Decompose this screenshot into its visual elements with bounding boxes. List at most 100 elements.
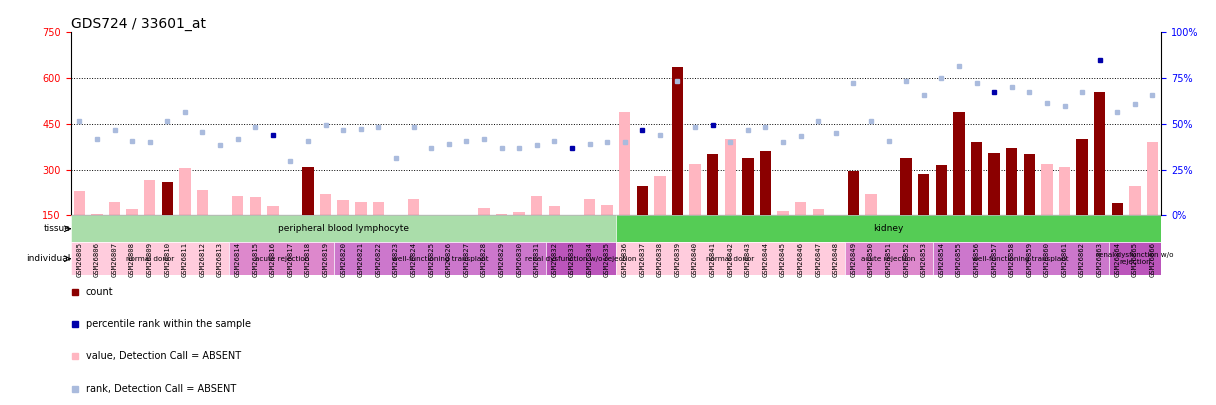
Text: GSM26826: GSM26826 [446,242,452,277]
Bar [812,209,824,215]
Text: GSM26832: GSM26832 [551,242,557,277]
Text: well-functioning transplant: well-functioning transplant [392,256,489,262]
Bar [777,211,789,215]
Bar [1094,92,1105,215]
Text: GSM26847: GSM26847 [815,242,821,277]
Bar [197,190,208,215]
Text: GSM26857: GSM26857 [991,242,997,277]
Text: count: count [86,287,113,296]
Text: GSM26865: GSM26865 [1132,242,1138,277]
Text: renal dysfunction w/o rejection: renal dysfunction w/o rejection [525,256,636,262]
Text: GSM26840: GSM26840 [692,242,698,277]
Bar [334,242,546,275]
Text: GSM26846: GSM26846 [798,242,804,277]
Bar [654,176,665,215]
Text: GSM26827: GSM26827 [463,242,469,277]
Bar [71,215,615,242]
Text: GSM26859: GSM26859 [1026,242,1032,277]
Bar [338,200,349,215]
Text: GSM26858: GSM26858 [1009,242,1014,277]
Bar [1006,148,1018,215]
Bar [1147,142,1158,215]
Bar [355,202,366,215]
Bar [883,215,894,231]
Bar [546,242,615,275]
Bar [390,215,401,237]
Bar [461,215,472,228]
Text: GSM26820: GSM26820 [340,242,347,277]
Text: GSM26806: GSM26806 [94,242,100,277]
Text: GSM26854: GSM26854 [939,242,945,277]
Bar [496,214,507,215]
Bar [671,68,683,215]
Bar [602,205,613,215]
Text: GSM26830: GSM26830 [516,242,522,277]
Text: GSM26829: GSM26829 [499,242,505,277]
Text: GSM26845: GSM26845 [779,242,786,277]
Text: GSM26864: GSM26864 [1114,242,1120,277]
Bar [848,171,860,215]
Text: GSM26849: GSM26849 [850,242,856,277]
Text: renal dysfunction w/o
rejection: renal dysfunction w/o rejection [1096,252,1173,265]
Bar [706,154,719,215]
Bar [933,242,1109,275]
Text: GSM26831: GSM26831 [534,242,540,277]
Bar [795,202,806,215]
Bar [372,202,384,215]
Text: kidney: kidney [873,224,903,233]
Bar [1024,154,1035,215]
Bar [513,213,525,215]
Text: GSM26815: GSM26815 [252,242,258,277]
Text: GSM26852: GSM26852 [903,242,910,277]
Text: GSM26844: GSM26844 [762,242,769,277]
Bar [407,199,420,215]
Text: GSM26812: GSM26812 [199,242,206,277]
Bar [108,202,120,215]
Bar [901,158,912,215]
Text: tissue: tissue [44,224,71,233]
Text: GSM26863: GSM26863 [1097,242,1103,277]
Text: GSM26816: GSM26816 [270,242,276,277]
Bar [478,208,490,215]
Text: GSM26825: GSM26825 [428,242,434,277]
Text: GSM26853: GSM26853 [921,242,927,277]
Text: GSM26837: GSM26837 [640,242,646,277]
Text: individual: individual [27,254,71,263]
Text: GSM26822: GSM26822 [376,242,382,277]
Text: GSM26823: GSM26823 [393,242,399,277]
Text: GSM26861: GSM26861 [1062,242,1068,277]
Bar [426,215,437,226]
Bar [232,196,243,215]
Text: GSM26855: GSM26855 [956,242,962,277]
Bar [1111,203,1124,215]
Text: GSM26808: GSM26808 [129,242,135,277]
Text: GSM26813: GSM26813 [218,242,223,277]
Text: GDS724 / 33601_at: GDS724 / 33601_at [71,17,206,31]
Bar [1109,242,1161,275]
Text: GSM26839: GSM26839 [675,242,681,277]
Bar [619,112,630,215]
Bar [636,186,648,215]
Text: GSM26817: GSM26817 [287,242,293,277]
Bar [285,215,297,217]
Text: GSM26860: GSM26860 [1043,242,1049,277]
Bar [162,182,173,215]
Text: GSM26841: GSM26841 [710,242,716,277]
Bar [989,153,1000,215]
Text: GSM26805: GSM26805 [77,242,83,277]
Text: rank, Detection Call = ABSENT: rank, Detection Call = ABSENT [86,384,236,394]
Bar [689,164,700,215]
Text: normal donor: normal donor [125,256,174,262]
Text: GSM26842: GSM26842 [727,242,733,277]
Bar [760,151,771,215]
Text: normal donor: normal donor [706,256,754,262]
Bar [74,191,85,215]
Text: GSM26807: GSM26807 [112,242,118,277]
Bar [1076,139,1088,215]
Bar [1041,164,1053,215]
Text: GSM26821: GSM26821 [358,242,364,277]
Bar [249,197,261,215]
Bar [742,158,754,215]
Bar [970,142,983,215]
Text: GSM26828: GSM26828 [482,242,486,277]
